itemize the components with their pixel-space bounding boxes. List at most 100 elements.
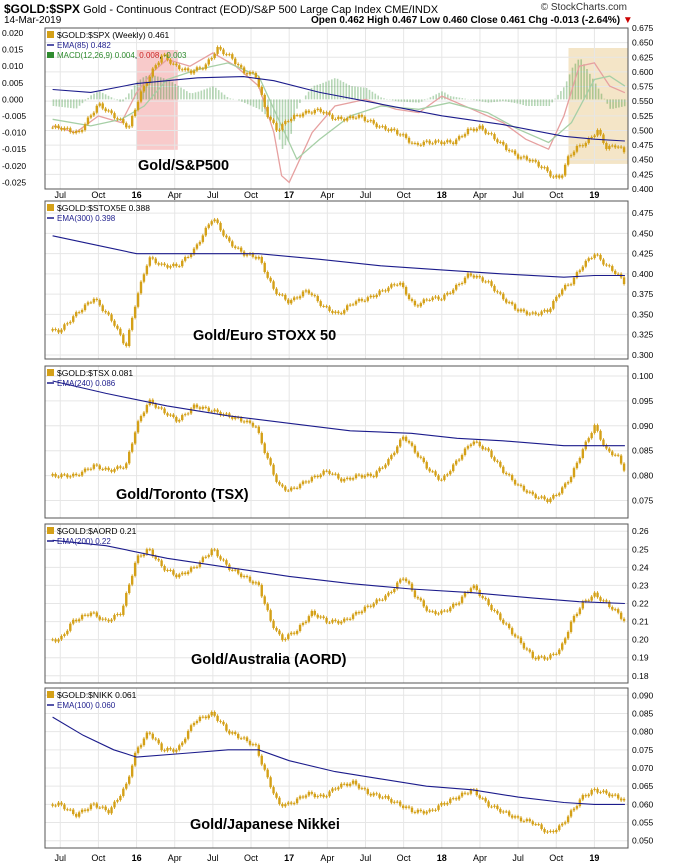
candle-body	[125, 783, 128, 789]
macd-histogram-bar	[331, 79, 333, 100]
right-tick-label: 0.075	[632, 745, 654, 755]
candle-body	[443, 294, 446, 300]
candle-body	[366, 297, 370, 301]
candle-body	[375, 471, 378, 477]
candle-body	[142, 85, 146, 92]
macd-histogram-bar	[374, 93, 377, 100]
x-axis-label: Jul	[512, 853, 524, 863]
macd-histogram-bar	[319, 83, 322, 100]
candle-body	[381, 797, 384, 799]
macd-histogram-bar	[154, 75, 156, 100]
candle-body	[234, 58, 237, 65]
candle-body	[587, 138, 590, 144]
candle-body	[531, 651, 534, 658]
candle-body	[584, 143, 587, 147]
candle-body	[307, 110, 311, 113]
macd-histogram-bar	[212, 86, 214, 100]
right-tick-label: 0.425	[632, 249, 654, 259]
macd-histogram-bar	[58, 99, 61, 107]
candle-body	[301, 291, 305, 297]
macd-histogram-bar	[432, 95, 435, 100]
candle-body	[198, 241, 202, 245]
candle-body	[287, 802, 290, 805]
candle-body	[602, 259, 605, 265]
macd-histogram-bar	[360, 87, 362, 100]
right-tick-label: 0.575	[632, 82, 654, 92]
x-axis-label: Oct	[549, 853, 564, 863]
macd-histogram-bar	[206, 88, 208, 100]
candle-body	[95, 105, 99, 113]
candle-body	[225, 560, 228, 565]
macd-histogram-bar	[246, 99, 249, 105]
right-tick-label: 0.085	[632, 708, 654, 718]
candle-body	[304, 481, 308, 483]
candle-body	[151, 68, 154, 77]
candle-body	[599, 792, 602, 794]
stockcharts-brand[interactable]: © StockCharts.com	[540, 2, 627, 13]
candle-body	[278, 797, 281, 805]
candle-body	[449, 292, 452, 294]
candle-body	[181, 742, 184, 746]
candle-body	[169, 569, 172, 571]
candle-body	[351, 304, 355, 306]
macd-histogram-bar	[591, 78, 594, 100]
candle-body	[552, 495, 555, 499]
candle-body	[57, 125, 60, 129]
candle-body	[422, 141, 425, 146]
candle-body	[581, 449, 585, 458]
candle-body	[157, 739, 160, 744]
candle-body	[381, 467, 384, 469]
candle-body	[372, 793, 375, 796]
candle-body	[390, 799, 393, 803]
candle-body	[537, 161, 540, 167]
candle-body	[596, 129, 599, 136]
candle-body	[113, 801, 116, 808]
candle-body	[345, 783, 349, 786]
candle-body	[416, 809, 420, 813]
candle-body	[295, 631, 299, 634]
candle-legend-icon	[47, 31, 54, 38]
candle-body	[110, 619, 113, 622]
candle-body	[284, 638, 287, 641]
candle-body	[522, 642, 526, 649]
macd-histogram-bar	[296, 99, 298, 109]
candle-body	[452, 464, 455, 472]
candle-body	[510, 815, 514, 818]
candle-body	[231, 732, 234, 734]
candle-body	[566, 156, 570, 165]
candle-body	[95, 464, 99, 466]
candle-body	[528, 491, 532, 493]
macd-histogram-bar	[90, 95, 92, 100]
candle-body	[499, 141, 502, 143]
candle-body	[566, 816, 570, 823]
candle-body	[245, 254, 249, 256]
candle-body	[510, 475, 514, 481]
candle-body	[275, 474, 278, 482]
candle-body	[363, 300, 367, 302]
candle-body	[602, 439, 605, 446]
candle-body	[569, 810, 573, 817]
candle-body	[611, 607, 614, 610]
candle-body	[228, 237, 231, 242]
candle-body	[148, 76, 152, 84]
candle-body	[275, 122, 278, 131]
candle-body	[290, 118, 293, 122]
macd-histogram-bar	[438, 92, 440, 100]
candle-body	[546, 167, 549, 172]
candle-body	[236, 64, 240, 66]
candle-body	[51, 639, 54, 641]
candle-body	[399, 439, 402, 447]
macd-histogram-bar	[478, 99, 481, 102]
candle-body	[555, 653, 558, 655]
candle-body	[119, 466, 122, 468]
candle-body	[493, 285, 496, 292]
candle-body	[292, 487, 296, 489]
candle-body	[269, 777, 272, 788]
candle-body	[460, 282, 464, 285]
candle-body	[457, 459, 461, 461]
candle-body	[125, 593, 128, 606]
right-tick-label: 0.070	[632, 763, 654, 773]
candle-body	[575, 806, 579, 809]
candle-body	[110, 314, 113, 321]
candle-body	[345, 305, 349, 311]
